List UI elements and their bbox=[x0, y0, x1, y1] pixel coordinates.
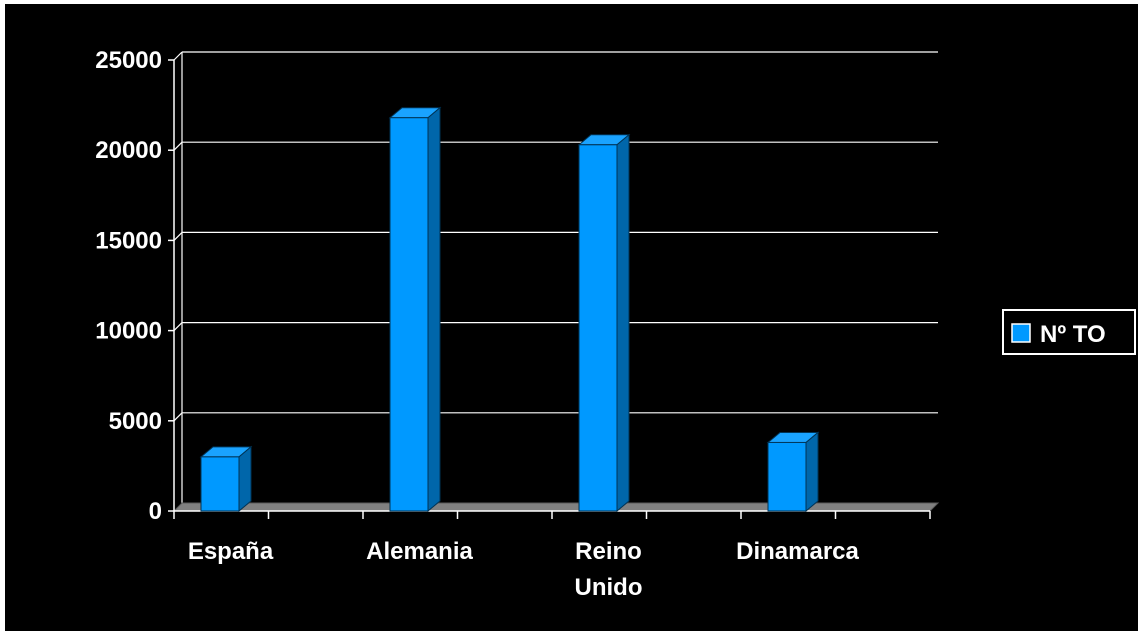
legend-frame bbox=[1002, 309, 1136, 355]
bar-front bbox=[767, 441, 807, 512]
gridline-side bbox=[173, 141, 183, 151]
gridline-side bbox=[173, 322, 183, 332]
slide-background bbox=[5, 4, 1138, 631]
y-tick-label: 10000 bbox=[95, 318, 162, 345]
bar bbox=[766, 431, 820, 513]
gridlines bbox=[172, 51, 940, 512]
tick-labels: 0 5000 10000 15000 20000 25000 España Alemania R… bbox=[95, 47, 859, 601]
x-tick-label-line: España bbox=[188, 538, 274, 565]
gridline-side bbox=[173, 231, 183, 241]
legend-swatch bbox=[1011, 323, 1031, 343]
bar bbox=[388, 106, 442, 513]
y-tick-label: 0 bbox=[149, 498, 162, 525]
x-tick-label: Reino Unido bbox=[575, 538, 643, 601]
gridline-side bbox=[173, 412, 183, 422]
y-tick-label: 5000 bbox=[109, 408, 162, 435]
bar-front bbox=[200, 456, 240, 512]
y-tick-label: 20000 bbox=[95, 137, 162, 164]
x-tick-label-line: Reino bbox=[575, 538, 642, 565]
x-tick-label: España bbox=[188, 538, 274, 565]
legend-label: Nº TO bbox=[1040, 321, 1106, 348]
bar bbox=[577, 133, 631, 513]
bars bbox=[199, 106, 820, 513]
chart-floor bbox=[172, 502, 940, 512]
bar bbox=[199, 445, 253, 513]
gridline-side bbox=[173, 51, 183, 61]
legend: Nº TO bbox=[1002, 309, 1136, 355]
bar-side bbox=[427, 106, 441, 513]
bar-front bbox=[578, 144, 618, 512]
x-tick-label-line: Alemania bbox=[366, 538, 473, 565]
bar-side bbox=[238, 445, 252, 513]
y-tick-label: 25000 bbox=[95, 47, 162, 74]
x-tick-label-line: Dinamarca bbox=[736, 538, 859, 565]
x-tick-label: Alemania bbox=[366, 538, 473, 565]
bar-side bbox=[616, 133, 630, 513]
x-tick-label-line: Unido bbox=[575, 574, 643, 601]
x-tick-label: Dinamarca bbox=[736, 538, 859, 565]
bar-front bbox=[389, 117, 429, 512]
bar-side bbox=[805, 431, 819, 513]
y-tick-label: 15000 bbox=[95, 227, 162, 254]
